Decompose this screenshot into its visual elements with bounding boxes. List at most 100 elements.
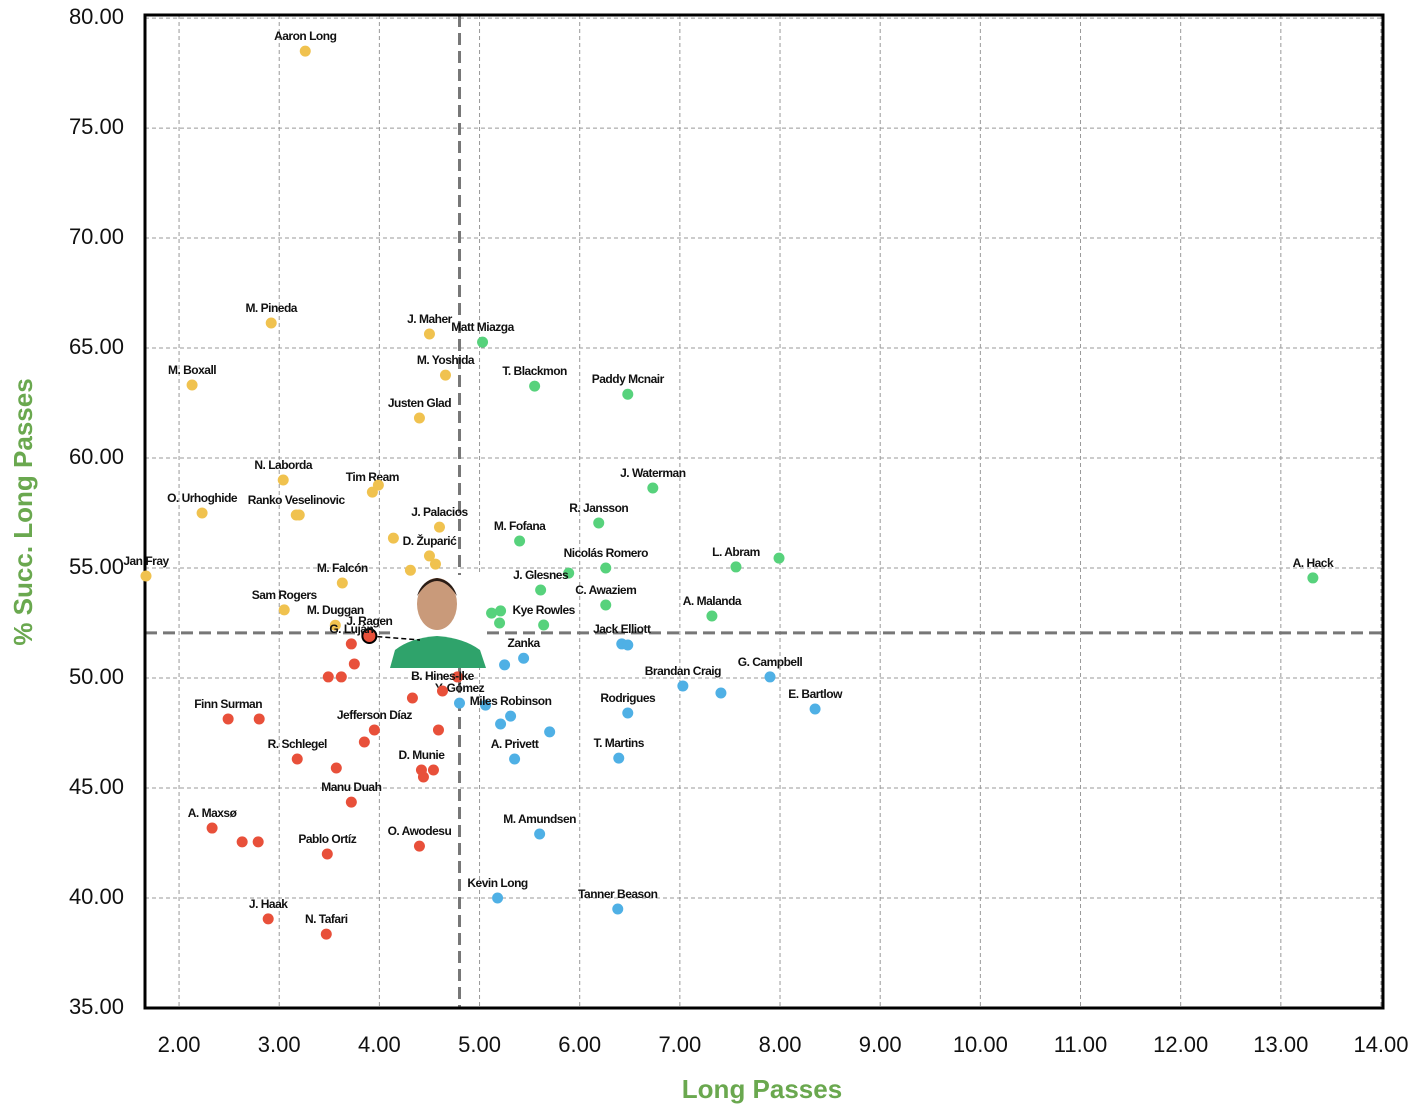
point xyxy=(495,718,507,730)
point-label: Paddy Mcnair xyxy=(592,372,665,386)
point xyxy=(534,828,546,840)
point xyxy=(706,610,718,622)
point xyxy=(480,699,492,711)
point-label: O. Awodesu xyxy=(388,824,452,838)
point xyxy=(492,892,504,904)
point xyxy=(613,752,625,764)
point-label: A. Maxsø xyxy=(188,806,238,820)
point xyxy=(277,474,289,486)
point xyxy=(433,521,445,533)
point xyxy=(299,45,311,57)
point-label: C. Awaziem xyxy=(575,583,636,597)
point-label: M. Falcón xyxy=(317,561,368,575)
point-label: J. Palacios xyxy=(411,505,468,519)
x-tick-label: 12.00 xyxy=(1153,1032,1208,1057)
point-label: M. Pineda xyxy=(245,301,297,315)
y-tick-label: 75.00 xyxy=(69,114,124,139)
point xyxy=(335,671,347,683)
point-label: G. Luján xyxy=(329,622,373,636)
point xyxy=(600,562,612,574)
point-label: T. Blackmon xyxy=(502,364,567,378)
point-label: Finn Surman xyxy=(194,697,262,711)
y-tick-label: 60.00 xyxy=(69,444,124,469)
point-label: Nicolás Romero xyxy=(564,546,649,560)
point-label: Sam Rogers xyxy=(252,588,318,602)
x-tick-label: 6.00 xyxy=(558,1032,601,1057)
x-tick-label: 5.00 xyxy=(458,1032,501,1057)
y-tick-label: 80.00 xyxy=(69,4,124,29)
point xyxy=(600,599,612,611)
point xyxy=(406,692,418,704)
point-label: Jefferson Díaz xyxy=(337,708,413,722)
y-tick-label: 45.00 xyxy=(69,774,124,799)
point xyxy=(622,388,634,400)
point xyxy=(773,552,785,564)
point xyxy=(206,822,218,834)
point xyxy=(413,412,425,424)
point xyxy=(495,605,507,617)
point-label: A. Malanda xyxy=(683,594,742,608)
point-label: L. Abram xyxy=(712,545,760,559)
point-label: Rodrigues xyxy=(600,691,656,705)
point xyxy=(387,532,399,544)
point xyxy=(293,509,305,521)
point xyxy=(622,639,634,651)
point xyxy=(423,550,435,562)
point xyxy=(372,479,384,491)
y-tick-label: 70.00 xyxy=(69,224,124,249)
x-tick-label: 9.00 xyxy=(859,1032,902,1057)
point-label: Kye Rowles xyxy=(512,603,575,617)
y-tick-label: 50.00 xyxy=(69,664,124,689)
point xyxy=(809,703,821,715)
point-label: J. Maher xyxy=(407,312,453,326)
point-label: Justen Glad xyxy=(388,396,451,410)
point xyxy=(647,482,659,494)
point xyxy=(321,848,333,860)
point-label: Tanner Beason xyxy=(578,887,657,901)
x-tick-label: 13.00 xyxy=(1253,1032,1308,1057)
x-tick-label: 8.00 xyxy=(759,1032,802,1057)
point xyxy=(358,736,370,748)
point xyxy=(529,380,541,392)
point-label: J. Glesnes xyxy=(513,568,569,582)
point xyxy=(265,317,277,329)
point xyxy=(345,796,357,808)
point xyxy=(291,753,303,765)
point-label: Miles Robinson xyxy=(470,694,552,708)
point xyxy=(413,840,425,852)
point xyxy=(715,687,727,699)
x-tick-label: 2.00 xyxy=(158,1032,201,1057)
x-tick-label: 7.00 xyxy=(658,1032,701,1057)
point-label: Manu Duah xyxy=(321,780,381,794)
player-photo xyxy=(390,575,486,668)
point-label: B. Hines-Ike xyxy=(411,669,475,683)
point-label: A. Hack xyxy=(1293,556,1334,570)
point xyxy=(535,584,547,596)
point-label: D. Munie xyxy=(398,748,445,762)
point-label: R. Schlegel xyxy=(268,737,327,751)
point xyxy=(322,671,334,683)
y-tick-label: 65.00 xyxy=(69,334,124,359)
point xyxy=(494,617,506,629)
point-label: T. Martins xyxy=(594,736,645,750)
y-axis-label: % Succ. Long Passes xyxy=(8,378,38,645)
point xyxy=(427,764,439,776)
x-tick-label: 3.00 xyxy=(258,1032,301,1057)
point xyxy=(345,638,357,650)
point xyxy=(417,771,429,783)
point-label: O. Urhoghide xyxy=(167,491,238,505)
point-label: R. Jansson xyxy=(569,501,628,515)
point-label: Jan Fray xyxy=(123,554,169,568)
point xyxy=(622,707,634,719)
point xyxy=(677,680,689,692)
point xyxy=(514,535,526,547)
point xyxy=(439,369,451,381)
point-label: J. Haak xyxy=(249,897,288,911)
connector xyxy=(369,635,421,641)
point-label: M. Yoshida xyxy=(417,353,475,367)
point xyxy=(730,561,742,573)
point xyxy=(612,903,624,915)
point xyxy=(593,517,605,529)
point xyxy=(429,558,441,570)
point xyxy=(544,726,556,738)
